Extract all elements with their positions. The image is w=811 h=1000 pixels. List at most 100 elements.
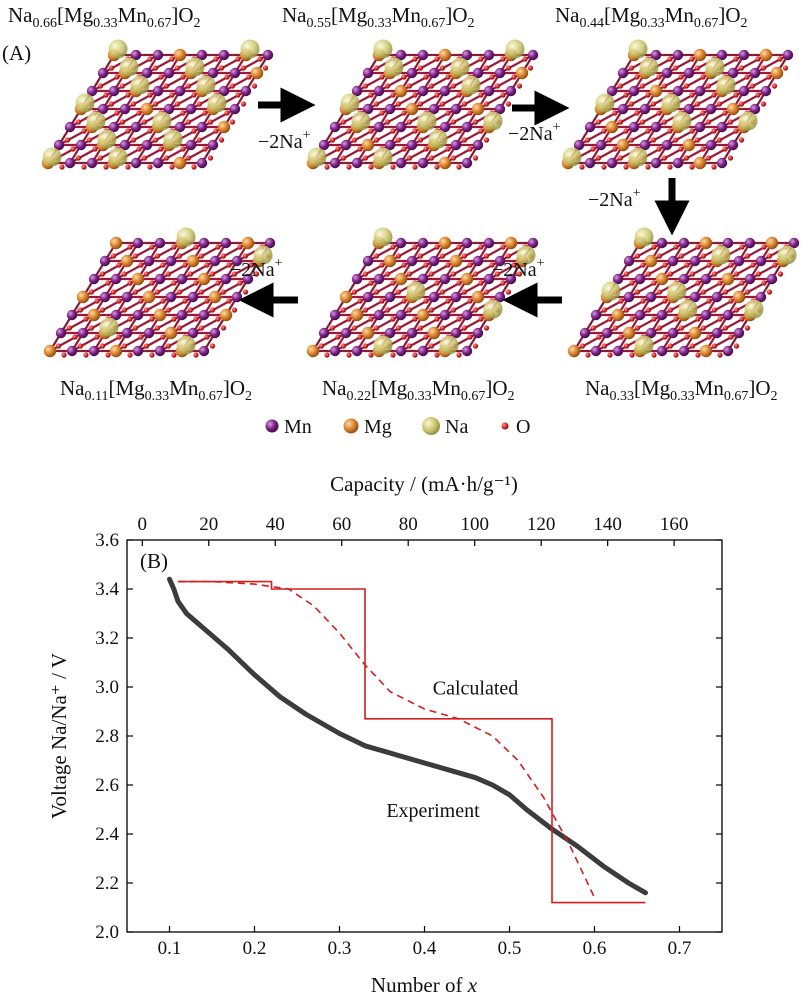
o-atom bbox=[412, 352, 418, 358]
bond-line bbox=[444, 144, 479, 164]
bond-line bbox=[444, 260, 479, 280]
mn-atom bbox=[121, 327, 133, 339]
o-atom bbox=[196, 137, 203, 143]
o-atom bbox=[717, 280, 723, 286]
mn-atom bbox=[584, 121, 596, 133]
annotation-label: Experiment bbox=[386, 800, 480, 822]
bond-line bbox=[203, 260, 238, 280]
mn-atom bbox=[99, 255, 111, 267]
mg-atom bbox=[438, 156, 452, 170]
mn-atom bbox=[716, 121, 728, 133]
bond-line bbox=[727, 260, 762, 280]
o-atom bbox=[656, 110, 662, 116]
bond-line bbox=[367, 314, 402, 334]
bond-line bbox=[102, 90, 137, 110]
o-atom bbox=[226, 262, 232, 268]
o-atom bbox=[683, 83, 690, 89]
o-atom bbox=[138, 334, 144, 340]
o-atom bbox=[683, 155, 690, 161]
mn-atom bbox=[340, 139, 352, 151]
na-atom bbox=[661, 93, 681, 113]
bond-line bbox=[345, 314, 380, 334]
o-atom bbox=[193, 316, 199, 322]
mn-atom bbox=[231, 291, 243, 303]
x-tick-label: 0.7 bbox=[668, 938, 692, 959]
bond-line bbox=[455, 242, 490, 262]
o-atom bbox=[395, 253, 402, 259]
mg-atom bbox=[109, 236, 123, 250]
mn-atom bbox=[650, 121, 662, 133]
bond-line bbox=[389, 314, 424, 334]
o-atom bbox=[351, 137, 358, 143]
o-atom bbox=[700, 289, 707, 295]
o-atom bbox=[187, 307, 194, 313]
o-atom bbox=[357, 298, 363, 304]
o-atom bbox=[516, 271, 523, 277]
mn-atom bbox=[88, 273, 100, 285]
x-tick-label: 0.3 bbox=[328, 938, 352, 959]
mn-atom bbox=[373, 121, 385, 133]
o-atom bbox=[505, 101, 512, 107]
o-atom bbox=[461, 101, 468, 107]
mn-atom bbox=[700, 273, 712, 285]
o-atom bbox=[628, 137, 635, 143]
bond-line bbox=[367, 126, 402, 146]
mn-atom bbox=[650, 49, 662, 61]
o-atom bbox=[180, 146, 186, 152]
o-atom bbox=[755, 271, 762, 277]
annotation-label: Calculated bbox=[433, 677, 519, 699]
o-atom bbox=[202, 110, 208, 116]
na-atom bbox=[86, 111, 106, 131]
bond-line bbox=[732, 90, 767, 110]
o-atom bbox=[406, 307, 413, 313]
o-atom bbox=[439, 289, 446, 295]
o-atom bbox=[154, 325, 161, 331]
na-atom bbox=[483, 299, 503, 319]
bond-line bbox=[201, 108, 236, 128]
o-atom bbox=[92, 146, 98, 152]
o-atom bbox=[618, 298, 624, 304]
mn-atom bbox=[185, 103, 197, 115]
o-atom bbox=[395, 101, 402, 107]
o-atom bbox=[136, 146, 142, 152]
o-atom bbox=[661, 119, 668, 125]
bond-line bbox=[589, 108, 624, 128]
mg-atom bbox=[394, 272, 408, 286]
o-atom bbox=[147, 92, 153, 98]
bond-line bbox=[113, 108, 148, 128]
o-atom bbox=[760, 101, 767, 107]
o-atom bbox=[456, 128, 462, 134]
o-atom bbox=[511, 262, 517, 268]
bond-line bbox=[146, 54, 181, 74]
mn-atom bbox=[362, 103, 374, 115]
mn-atom bbox=[262, 49, 274, 61]
o-atom bbox=[678, 253, 685, 259]
o-atom bbox=[645, 164, 651, 170]
o-atom bbox=[662, 298, 668, 304]
bond-line bbox=[179, 144, 214, 164]
o-atom bbox=[478, 92, 484, 98]
mg-atom bbox=[655, 272, 669, 286]
o-atom bbox=[193, 244, 199, 250]
mn-atom bbox=[733, 255, 745, 267]
o-atom bbox=[165, 271, 172, 277]
o-atom bbox=[114, 74, 120, 80]
o-atom-icon bbox=[501, 422, 509, 430]
o-atom bbox=[202, 146, 208, 152]
o-atom bbox=[434, 352, 440, 358]
bond-line bbox=[400, 144, 435, 164]
bond-line bbox=[126, 314, 161, 334]
mn-atom bbox=[187, 291, 199, 303]
o-atom bbox=[412, 92, 418, 98]
o-atom bbox=[373, 137, 380, 143]
o-atom bbox=[672, 65, 679, 71]
o-atom bbox=[511, 74, 517, 80]
mg-atom bbox=[350, 308, 364, 322]
o-atom bbox=[749, 83, 756, 89]
o-atom bbox=[99, 343, 106, 349]
o-atom bbox=[390, 316, 396, 322]
bond-line bbox=[584, 314, 619, 334]
mn-atom bbox=[165, 255, 177, 267]
na-atom bbox=[97, 129, 117, 149]
bond-line bbox=[367, 278, 402, 298]
